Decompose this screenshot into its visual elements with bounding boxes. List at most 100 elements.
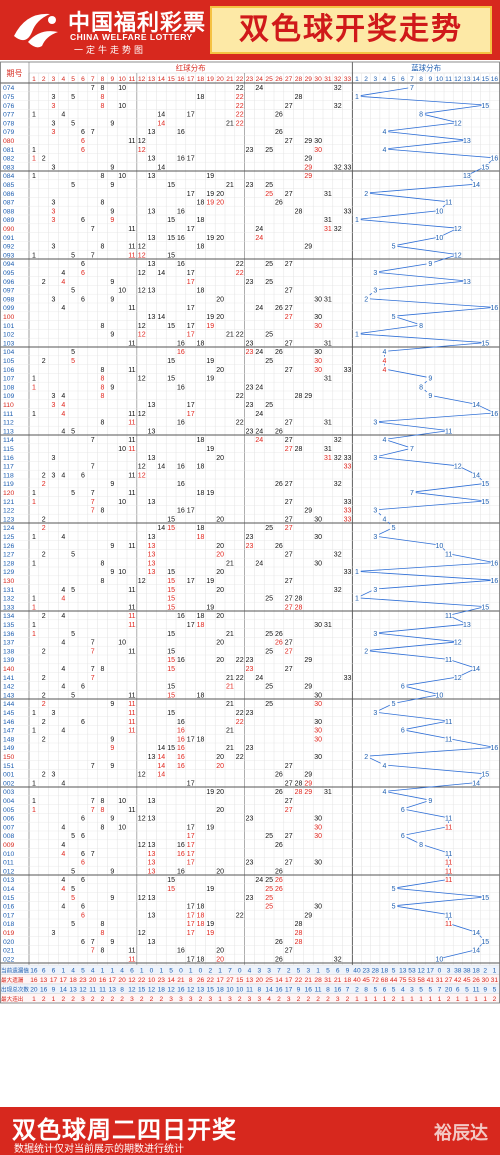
red-ball-number: 2	[42, 481, 46, 488]
red-ball-number: 21	[226, 120, 234, 127]
blue-ball-bg	[371, 418, 380, 426]
red-ball-number: 9	[110, 164, 114, 171]
red-ball-number: 22	[236, 120, 244, 127]
blue-ball-number: 15	[481, 340, 489, 347]
stats-red-value: 3	[179, 996, 183, 1003]
stats-red-value: 10	[226, 987, 234, 994]
red-ball-number: 13	[148, 534, 156, 541]
red-ball-number: 2	[42, 701, 46, 708]
stats-red-value: 11	[99, 987, 106, 994]
stats-blue-value: 1	[465, 996, 469, 1003]
red-ball-number: 18	[197, 490, 205, 497]
red-ball-number: 23	[246, 384, 254, 391]
red-ball-number: 30	[314, 560, 322, 567]
stats-red-value: 6	[130, 968, 134, 975]
period-label: 121	[3, 499, 15, 506]
blue-ball-number: 11	[445, 860, 452, 867]
period-label: 009	[3, 842, 15, 849]
red-ball-number: 16	[177, 728, 185, 735]
red-ball-number: 18	[197, 956, 205, 963]
red-ball-number: 30	[314, 138, 322, 145]
period-label: 091	[3, 235, 15, 242]
blue-ball-bg	[444, 427, 453, 435]
stats-red-value: 2	[71, 996, 75, 1003]
red-ball-number: 15	[167, 516, 175, 523]
red-ball-number: 12	[138, 578, 146, 585]
red-ball-number: 27	[285, 798, 293, 805]
red-ball-number: 9	[110, 120, 114, 127]
red-ball-number: 25	[265, 147, 273, 154]
blue-column-header: 6	[401, 76, 405, 83]
red-ball-number: 27	[285, 314, 293, 321]
red-ball-number: 2	[42, 156, 46, 163]
stats-red-value: 4	[120, 968, 124, 975]
period-label: 115	[3, 446, 14, 453]
red-ball-number: 15	[167, 376, 175, 383]
red-ball-number: 17	[187, 191, 195, 198]
red-column-header: 2	[42, 76, 46, 83]
red-ball-number: 19	[206, 930, 214, 937]
red-ball-number: 25	[265, 631, 273, 638]
stats-blue-value: 17	[427, 968, 435, 975]
period-label: 104	[3, 349, 15, 356]
red-ball-number: 19	[206, 200, 214, 207]
red-ball-number: 20	[216, 948, 224, 955]
blue-ball-bg	[389, 242, 398, 250]
stats-red-value: 23	[79, 977, 87, 984]
stats-blue-value: 5	[373, 987, 377, 994]
blue-ball-number: 14	[472, 930, 480, 937]
blue-ball-bg	[435, 233, 444, 241]
red-ball-number: 13	[148, 842, 156, 849]
stats-red-value: 22	[207, 977, 215, 984]
red-column-header: 19	[207, 76, 215, 83]
blue-ball-bg	[380, 435, 389, 443]
red-ball-number: 13	[148, 235, 156, 242]
red-ball-number: 9	[110, 279, 114, 286]
blue-ball-number: 14	[472, 472, 480, 479]
blue-ball-bg	[490, 409, 499, 417]
blue-ball-bg	[444, 198, 453, 206]
red-ball-number: 30	[314, 833, 322, 840]
blue-ball-bg	[444, 814, 453, 822]
red-ball-number: 6	[81, 684, 85, 691]
stats-red-value: 17	[216, 977, 224, 984]
blue-section-header: 蓝球分布	[411, 63, 441, 73]
red-ball-number: 20	[216, 613, 224, 620]
red-ball-number: 4	[61, 728, 65, 735]
red-ball-number: 30	[314, 904, 322, 911]
red-ball-number: 27	[285, 948, 293, 955]
period-label: 012	[3, 868, 15, 875]
period-label: 002	[3, 780, 15, 787]
red-ball-number: 7	[91, 129, 95, 136]
stats-blue-value: 11	[473, 987, 480, 994]
red-ball-number: 31	[324, 376, 332, 383]
stats-red-value: 13	[109, 987, 117, 994]
red-ball-number: 7	[91, 763, 95, 770]
blue-ball-bg	[380, 365, 389, 373]
blue-ball-number: 11	[445, 921, 452, 928]
blue-ball-bg	[362, 189, 370, 197]
blue-ball-number: 4	[383, 367, 387, 374]
blue-ball-bg	[444, 823, 453, 831]
period-label: 100	[3, 314, 15, 321]
red-ball-number: 26	[275, 939, 283, 946]
red-ball-number: 19	[206, 921, 214, 928]
red-ball-number: 24	[255, 349, 263, 356]
blue-ball-number: 7	[410, 446, 414, 453]
red-ball-number: 18	[197, 288, 205, 295]
red-column-header: 28	[295, 76, 303, 83]
blue-ball-bg	[399, 831, 407, 839]
blue-ball-number: 15	[481, 895, 489, 902]
period-label: 109	[3, 393, 15, 400]
red-ball-number: 18	[197, 94, 205, 101]
red-ball-number: 1	[32, 173, 36, 180]
blue-ball-bg	[435, 541, 444, 549]
period-label: 101	[3, 323, 15, 330]
red-ball-number: 13	[148, 499, 156, 506]
red-ball-number: 20	[216, 455, 224, 462]
blue-ball-number: 13	[463, 173, 471, 180]
red-column-header: 27	[285, 76, 293, 83]
blue-ball-bg	[389, 884, 398, 892]
red-ball-number: 14	[157, 314, 165, 321]
red-ball-number: 16	[177, 657, 185, 664]
